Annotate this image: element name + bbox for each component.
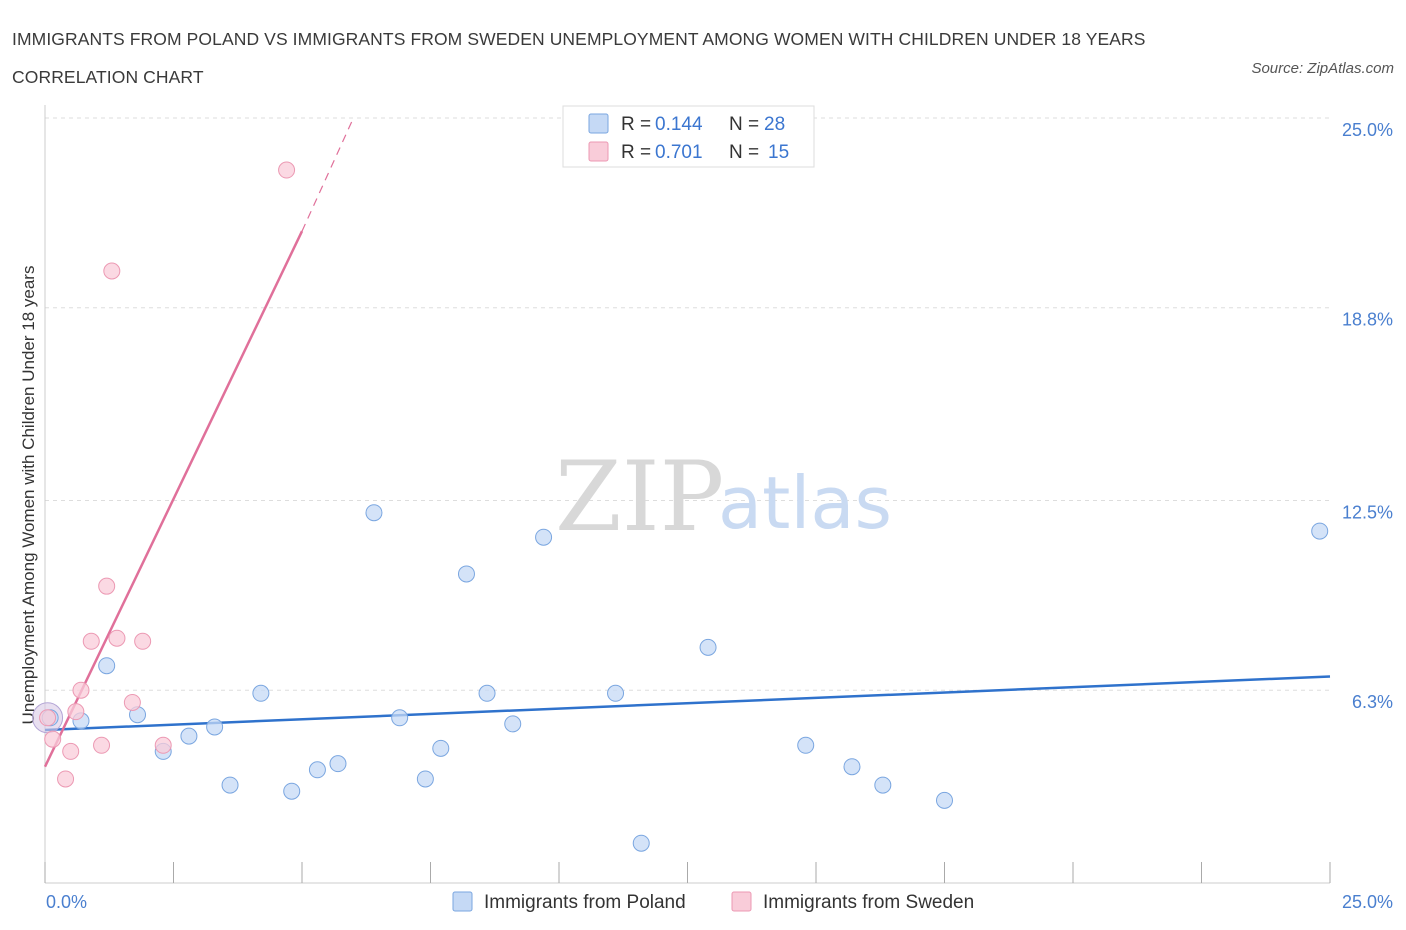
sweden-point	[278, 161, 296, 179]
poland-point	[416, 770, 434, 788]
poland-point	[504, 715, 522, 733]
sweden-point	[44, 730, 62, 748]
data-points	[32, 161, 1329, 852]
poland-point	[329, 755, 347, 773]
poland-point	[221, 776, 239, 794]
poland-point	[843, 758, 861, 776]
poland-point	[180, 727, 198, 745]
poland-point	[308, 761, 326, 779]
x-tick-label: 25.0%	[1342, 892, 1393, 912]
sweden-point	[67, 703, 85, 721]
axes	[44, 105, 1331, 884]
series-legend: Immigrants from Poland Immigrants from S…	[452, 891, 974, 913]
sweden-trend-extension	[301, 117, 354, 232]
poland-point	[206, 718, 224, 736]
poland-r-label: R =	[621, 114, 651, 135]
sweden-point	[134, 632, 152, 650]
y-tick-label: 18.8%	[1342, 310, 1393, 330]
watermark: ZIP atlas	[555, 441, 892, 553]
poland-point	[365, 504, 383, 522]
sweden-point	[98, 577, 116, 595]
sweden-point	[123, 693, 141, 711]
sweden-point	[39, 709, 57, 727]
y-tick-label: 6.3%	[1352, 692, 1393, 712]
poland-point	[478, 684, 496, 702]
poland-legend-swatch	[588, 113, 609, 134]
poland-point	[797, 736, 815, 754]
sweden-point	[108, 629, 126, 647]
trend-lines	[43, 117, 1331, 768]
sweden-n-value: 15	[768, 142, 789, 163]
sweden-point	[82, 632, 100, 650]
poland-trend-line	[44, 675, 1331, 732]
sweden-point	[62, 742, 80, 760]
x-tick-label: 0.0%	[46, 892, 87, 912]
sweden-point	[57, 770, 75, 788]
legend-poland-label: Immigrants from Poland	[484, 892, 686, 913]
sweden-point	[154, 736, 172, 754]
source-label: Source: ZipAtlas.com	[1251, 60, 1394, 77]
poland-point	[874, 776, 892, 794]
legend-sweden-swatch	[731, 891, 752, 912]
poland-point	[699, 638, 717, 656]
stats-legend: R = 0.144 N = 28 R = 0.701 N = 15	[562, 105, 815, 168]
sweden-legend-swatch	[588, 141, 609, 162]
sweden-r-value: 0.701	[655, 142, 703, 163]
chart-title: IMMIGRANTS FROM POLAND VS IMMIGRANTS FRO…	[12, 29, 1146, 87]
poland-n-value: 28	[764, 114, 785, 135]
watermark-atlas: atlas	[718, 461, 892, 545]
x-tick-labels: 0.0% 25.0%	[46, 892, 1393, 912]
y-tick-label: 25.0%	[1342, 120, 1393, 140]
poland-point	[607, 684, 625, 702]
poland-point	[283, 782, 301, 800]
sweden-n-label: N =	[729, 142, 759, 163]
y-tick-label: 12.5%	[1342, 503, 1393, 523]
sweden-point	[72, 681, 90, 699]
legend-poland-swatch	[452, 891, 473, 912]
grid-lines	[45, 117, 1330, 691]
poland-point	[936, 791, 953, 809]
poland-point	[1311, 522, 1329, 540]
poland-point	[252, 684, 270, 702]
sweden-point	[93, 736, 111, 754]
y-tick-labels: 6.3% 12.5% 18.8% 25.0%	[1342, 120, 1393, 712]
y-axis-label: Unemployment Among Women with Children U…	[19, 266, 38, 725]
watermark-zip: ZIP	[555, 441, 724, 553]
poland-point	[457, 565, 475, 583]
sweden-point	[103, 262, 121, 280]
poland-point	[535, 528, 553, 546]
sweden-r-label: R =	[621, 142, 651, 163]
poland-r-value: 0.144	[655, 114, 703, 135]
sweden-trend-line	[43, 230, 304, 768]
poland-point	[632, 834, 650, 852]
poland-point	[98, 657, 116, 675]
legend-sweden-label: Immigrants from Sweden	[763, 892, 974, 913]
poland-point	[391, 709, 409, 727]
poland-n-label: N =	[729, 114, 759, 135]
poland-point	[432, 739, 450, 757]
